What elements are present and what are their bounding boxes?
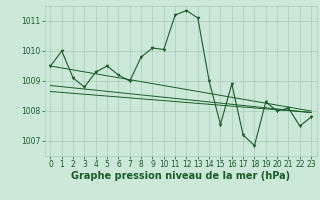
X-axis label: Graphe pression niveau de la mer (hPa): Graphe pression niveau de la mer (hPa) xyxy=(71,171,290,181)
